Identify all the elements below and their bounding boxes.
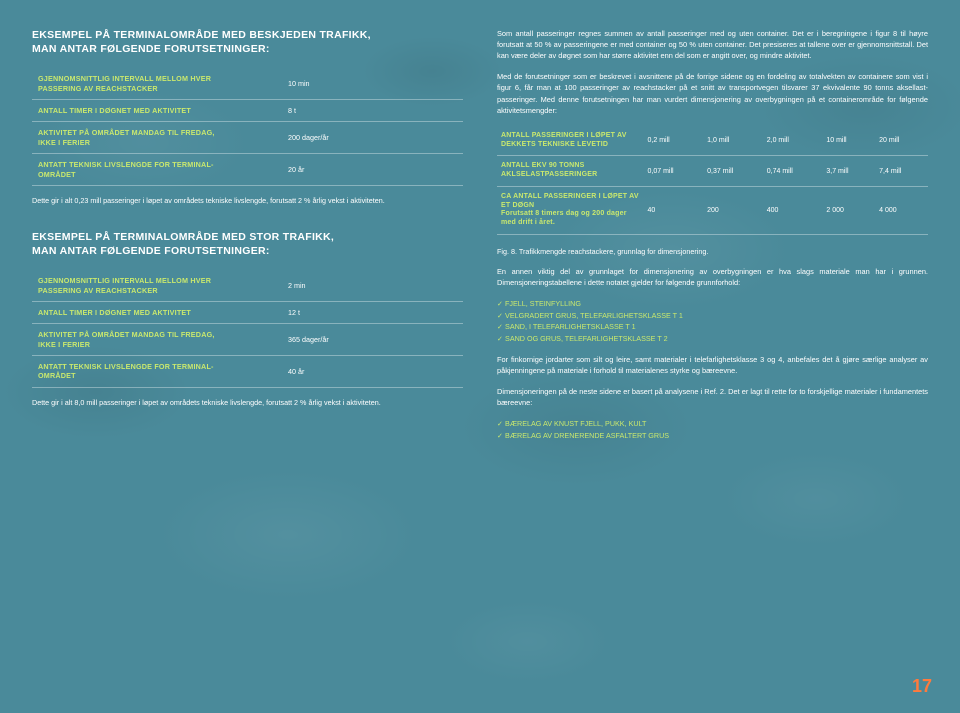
row-label: ANTALL TIMER I DØGNET MED AKTIVITET (32, 302, 282, 324)
row-value: 12 t (282, 302, 463, 324)
row-label-text: CA ANTALL PASSERINGER I LØPET AVET DØGN (501, 193, 639, 209)
row-value: 20 år (282, 154, 463, 186)
table-row: AKTIVITET PÅ OMRÅDET MANDAG TIL FREDAG,I… (32, 324, 463, 356)
cell: 20 mill (875, 126, 928, 156)
cell: 0,07 mill (644, 156, 704, 187)
page: EKSEMPEL PÅ TERMINALOMRÅDE MED BESKJEDEN… (0, 0, 960, 713)
cell: 0,74 mill (763, 156, 823, 187)
table-row: ANTATT TEKNISK LIVSLENGDE FOR TERMINAL-O… (32, 356, 463, 388)
cell: 400 (763, 186, 823, 234)
cell: 3,7 mill (822, 156, 875, 187)
paragraph: Dimensjoneringen på de neste sidene er b… (497, 386, 928, 408)
example2-table: GJENNOMSNITTLIG INTERVALL MELLOM HVERPAS… (32, 270, 463, 388)
row-value: 8 t (282, 100, 463, 122)
cell: 2,0 mill (763, 126, 823, 156)
cell: 7,4 mill (875, 156, 928, 187)
example1-table: GJENNOMSNITTLIG INTERVALL MELLOM HVERPAS… (32, 68, 463, 186)
check-item: VELGRADERT GRUS, TELEFARLIGHETSKLASSE T … (497, 310, 928, 322)
cell: 0,37 mill (703, 156, 763, 187)
traffic-table: ANTALL PASSERINGER I LØPET AVDEKKETS TEK… (497, 126, 928, 235)
checklist-2: BÆRELAG AV KNUST FJELL, PUKK, KULT BÆREL… (497, 418, 928, 441)
row-value: 200 dager/år (282, 122, 463, 154)
table-row: ANTALL EKV 90 TONNSAKLSELASTPASSERINGER … (497, 156, 928, 187)
checklist-1: FJELL, STEINFYLLING VELGRADERT GRUS, TEL… (497, 298, 928, 344)
row-label: AKTIVITET PÅ OMRÅDET MANDAG TIL FREDAG,I… (32, 122, 282, 154)
check-item: BÆRELAG AV KNUST FJELL, PUKK, KULT (497, 418, 928, 430)
paragraph: For finkornige jordarter som silt og lei… (497, 354, 928, 376)
table-row: GJENNOMSNITTLIG INTERVALL MELLOM HVERPAS… (32, 270, 463, 301)
row-value: 40 år (282, 356, 463, 388)
row-label: ANTALL EKV 90 TONNSAKLSELASTPASSERINGER (497, 156, 644, 187)
row-sublabel: Forutsatt 8 timers dag og 200 dager med … (501, 210, 627, 226)
figure-caption: Fig. 8. Trafikkmengde reachstackere, gru… (497, 247, 928, 256)
row-value: 365 dager/år (282, 324, 463, 356)
check-item: SAND OG GRUS, TELEFARLIGHETSKLASSE T 2 (497, 333, 928, 345)
row-label: ANTALL PASSERINGER I LØPET AVDEKKETS TEK… (497, 126, 644, 156)
table-row: ANTATT TEKNISK LIVSLENGDE FOR TERMINAL-O… (32, 154, 463, 186)
table-row: CA ANTALL PASSERINGER I LØPET AVET DØGN … (497, 186, 928, 234)
example2-note: Dette gir i alt 8,0 mill passeringer i l… (32, 398, 463, 408)
paragraph: Som antall passeringer regnes summen av … (497, 28, 928, 61)
example2-heading: EKSEMPEL PÅ TERMINALOMRÅDE MED STOR TRAF… (32, 230, 463, 258)
row-label: ANTALL TIMER I DØGNET MED AKTIVITET (32, 100, 282, 122)
check-item: FJELL, STEINFYLLING (497, 298, 928, 310)
cell: 0,2 mill (644, 126, 704, 156)
row-value: 2 min (282, 270, 463, 301)
cell: 4 000 (875, 186, 928, 234)
row-label: GJENNOMSNITTLIG INTERVALL MELLOM HVERPAS… (32, 270, 282, 301)
row-label: CA ANTALL PASSERINGER I LØPET AVET DØGN … (497, 186, 644, 234)
table-row: AKTIVITET PÅ OMRÅDET MANDAG TIL FREDAG,I… (32, 122, 463, 154)
check-item: BÆRELAG AV DRENERENDE ASFALTERT GRUS (497, 430, 928, 442)
cell: 10 mill (822, 126, 875, 156)
row-label: AKTIVITET PÅ OMRÅDET MANDAG TIL FREDAG,I… (32, 324, 282, 356)
check-item: SAND, I TELEFARLIGHETSKLASSE T 1 (497, 321, 928, 333)
paragraph: Med de forutsetninger som er beskrevet i… (497, 71, 928, 115)
cell: 40 (644, 186, 704, 234)
cell: 200 (703, 186, 763, 234)
example1-note: Dette gir i alt 0,23 mill passeringer i … (32, 196, 463, 206)
right-column: Som antall passeringer regnes summen av … (497, 28, 928, 693)
table-row: ANTALL TIMER I DØGNET MED AKTIVITET12 t (32, 302, 463, 324)
row-label: ANTATT TEKNISK LIVSLENGDE FOR TERMINAL-O… (32, 154, 282, 186)
cell: 1,0 mill (703, 126, 763, 156)
cell: 2 000 (822, 186, 875, 234)
row-label: GJENNOMSNITTLIG INTERVALL MELLOM HVERPAS… (32, 68, 282, 99)
example1-heading: EKSEMPEL PÅ TERMINALOMRÅDE MED BESKJEDEN… (32, 28, 463, 56)
table-row: ANTALL TIMER I DØGNET MED AKTIVITET8 t (32, 100, 463, 122)
row-value: 10 min (282, 68, 463, 99)
table-row: GJENNOMSNITTLIG INTERVALL MELLOM HVERPAS… (32, 68, 463, 99)
left-column: EKSEMPEL PÅ TERMINALOMRÅDE MED BESKJEDEN… (32, 28, 463, 693)
page-number: 17 (912, 676, 932, 697)
paragraph: En annen viktig del av grunnlaget for di… (497, 266, 928, 288)
table-row: ANTALL PASSERINGER I LØPET AVDEKKETS TEK… (497, 126, 928, 156)
row-label: ANTATT TEKNISK LIVSLENGDE FOR TERMINAL-O… (32, 356, 282, 388)
